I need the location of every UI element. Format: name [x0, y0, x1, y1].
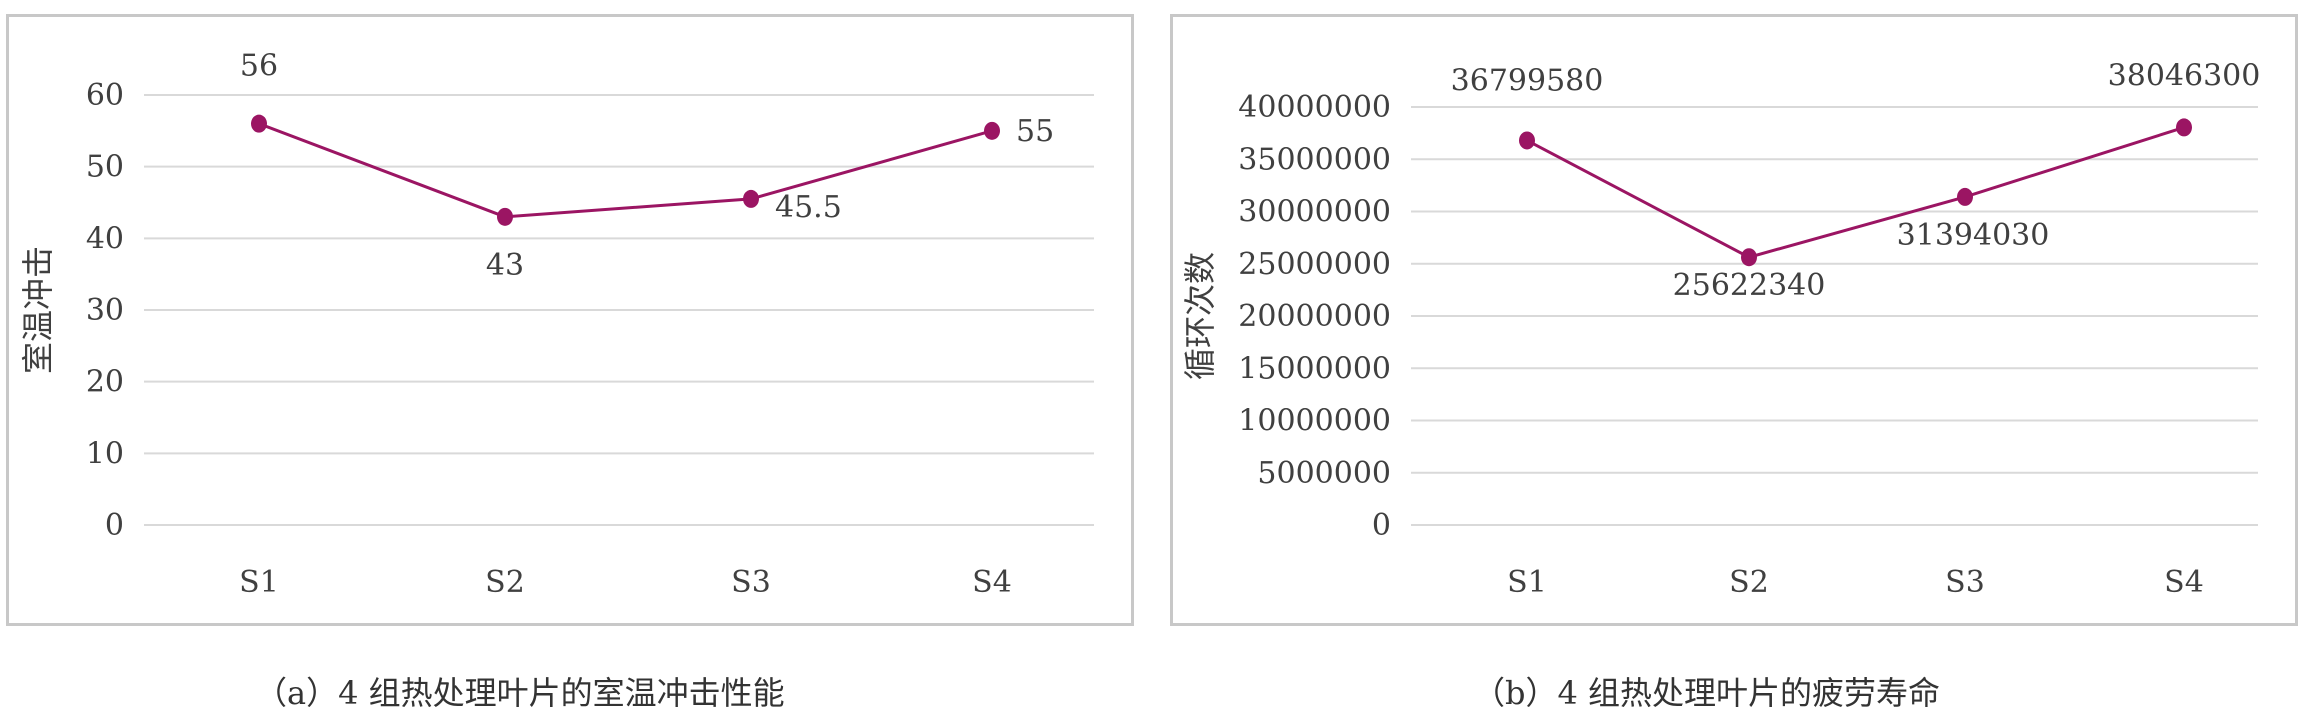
- data-point: [1519, 131, 1535, 150]
- y-tick-label: 20000000: [1238, 299, 1391, 334]
- data-label: 36799580: [1451, 63, 1604, 98]
- data-label: 38046300: [2108, 58, 2261, 93]
- y-tick-label: 40: [86, 221, 124, 256]
- series-line: [258, 122, 993, 219]
- x-tick-label: S4: [2164, 565, 2204, 600]
- data-label: 43: [486, 248, 524, 283]
- y-tick-label: 0: [1372, 508, 1391, 543]
- data-point: [1741, 248, 1757, 267]
- y-tick-label: 5000000: [1257, 456, 1391, 491]
- x-tick-label: S3: [1945, 565, 1985, 600]
- chart-panel-b: 0 5000000 10000000 15000000 20000000 25000000…: [1170, 14, 2298, 626]
- data-point: [743, 189, 759, 208]
- data-point: [497, 207, 513, 226]
- chart-a-svg: 0 10 20 30 40 50 60 室温冲击 S1 S2 S3 S4 56 43 45.5 55: [19, 49, 1094, 600]
- y-tick-label: 10000000: [1238, 404, 1391, 439]
- y-tick-label: 60: [86, 78, 124, 113]
- x-tick-label: S1: [239, 565, 279, 600]
- x-tick-label: S2: [485, 565, 525, 600]
- y-tick-label: 30: [86, 293, 124, 328]
- series-line: [1526, 125, 2185, 259]
- data-label: 56: [240, 49, 278, 84]
- data-point: [251, 114, 267, 133]
- y-tick-label: 0: [105, 508, 124, 543]
- data-label: 55: [1016, 114, 1054, 149]
- y-tick-label: 25000000: [1238, 247, 1391, 282]
- data-point: [984, 121, 1000, 140]
- y-tick-label: 50: [86, 150, 124, 185]
- x-tick-label: S4: [972, 565, 1012, 600]
- data-point: [1957, 187, 1973, 206]
- y-tick-label: 20: [86, 365, 124, 400]
- y-tick-label: 35000000: [1238, 142, 1391, 177]
- x-tick-label: S3: [731, 565, 771, 600]
- y-axis-title: 室温冲击: [19, 246, 57, 374]
- data-label: 25622340: [1673, 268, 1826, 303]
- x-tick-label: S1: [1507, 565, 1547, 600]
- chart-b-svg: 0 5000000 10000000 15000000 20000000 25000000…: [1181, 58, 2261, 600]
- y-tick-label: 30000000: [1238, 195, 1391, 230]
- y-tick-label: 15000000: [1238, 351, 1391, 386]
- data-label: 31394030: [1897, 218, 2050, 253]
- data-label: 45.5: [775, 190, 842, 225]
- x-tick-label: S2: [1729, 565, 1769, 600]
- chart-panel-a: 0 10 20 30 40 50 60 室温冲击 S1 S2 S3 S4 56 43 45.5 55: [6, 14, 1134, 626]
- caption-a: （a）4 组热处理叶片的室温冲击性能: [255, 674, 785, 712]
- y-tick-label: 40000000: [1238, 90, 1391, 125]
- data-point: [2176, 118, 2192, 137]
- y-axis-title: 循环次数: [1181, 252, 1219, 380]
- y-tick-label: 10: [86, 436, 124, 471]
- caption-b: （b）4 组热处理叶片的疲劳寿命: [1473, 674, 1941, 712]
